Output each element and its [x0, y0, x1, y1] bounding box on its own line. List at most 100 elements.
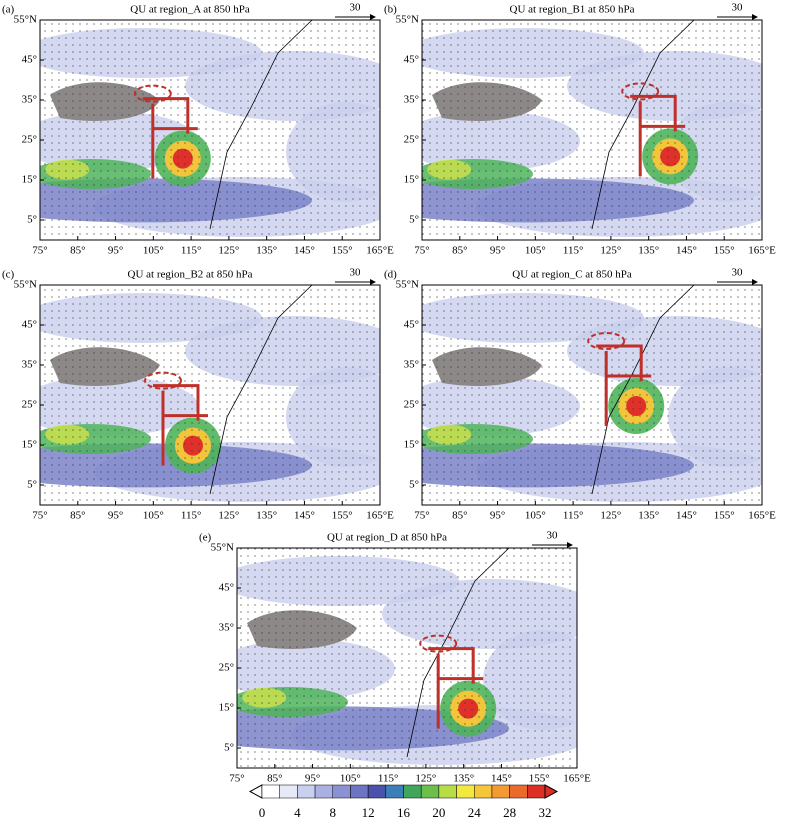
- y-tick-label: 25°: [404, 134, 419, 146]
- colorbar-end: [544, 784, 559, 799]
- map-panel: [237, 548, 577, 768]
- coastline: [591, 285, 695, 495]
- colorbar-cell: [261, 784, 280, 799]
- x-tick-label: 115°: [181, 510, 202, 522]
- y-tick-label: 55°N: [396, 14, 419, 26]
- x-tick-label: 75°: [414, 245, 429, 257]
- map-panel: [40, 285, 380, 505]
- y-tick-label: 15°: [219, 702, 234, 714]
- x-tick-label: 145°: [294, 245, 315, 257]
- x-tick-label: 125°: [600, 245, 621, 257]
- x-tick-label: 135°: [256, 245, 277, 257]
- x-tick-label: 85°: [452, 510, 467, 522]
- x-tick-label: 165°E: [748, 510, 776, 522]
- y-tick-label: 55°N: [14, 279, 37, 291]
- colorbar-cell: [403, 784, 422, 799]
- x-tick-label: 135°: [453, 773, 474, 785]
- x-tick-label: 105°: [525, 510, 546, 522]
- wind-vectors: [40, 285, 380, 505]
- y-tick-label: 25°: [22, 399, 37, 411]
- ref-vector-label: 30: [350, 267, 362, 279]
- colorbar-cell: [350, 784, 369, 799]
- x-tick-label: 145°: [676, 510, 697, 522]
- panel-title: QU at region_A at 850 hPa: [130, 4, 250, 16]
- colorbar-tick-label: 12: [362, 805, 375, 820]
- colorbar-cell: [297, 784, 316, 799]
- map-panel: [40, 20, 380, 240]
- x-tick-label: 85°: [452, 245, 467, 257]
- colorbar-cell: [367, 784, 387, 799]
- x-tick-label: 155°: [332, 245, 353, 257]
- colorbar-cell: [314, 784, 333, 799]
- y-tick-label: 35°: [22, 359, 37, 371]
- y-tick-label: 25°: [404, 399, 419, 411]
- colorbar-cell: [420, 784, 440, 799]
- colorbar-tick-label: 20: [432, 805, 445, 820]
- x-tick-label: 155°: [714, 510, 735, 522]
- ref-vector-label: 30: [732, 267, 744, 279]
- ref-vector-label: 30: [732, 2, 744, 14]
- ref-vector-label: 30: [350, 2, 362, 14]
- panel-label: (e): [199, 532, 212, 544]
- track-shape: [630, 94, 686, 177]
- colorbar-tick-label: 4: [294, 805, 301, 820]
- map-frame: [236, 547, 578, 769]
- y-tick-label: 55°N: [396, 279, 419, 291]
- x-tick-label: 125°: [600, 510, 621, 522]
- track-shape: [142, 97, 198, 179]
- y-tick-label: 45°: [22, 319, 37, 331]
- x-tick-label: 135°: [638, 510, 659, 522]
- y-tick-label: 45°: [219, 582, 234, 594]
- track-dash: [133, 84, 172, 103]
- coastline: [209, 285, 313, 495]
- x-tick-label: 75°: [32, 245, 47, 257]
- y-tick-label: 15°: [404, 439, 419, 451]
- x-tick-label: 165°E: [366, 510, 394, 522]
- x-tick-label: 105°: [143, 510, 164, 522]
- map-panel: [422, 20, 762, 240]
- y-tick-label: 35°: [219, 622, 234, 634]
- y-tick-label: 55°N: [211, 542, 234, 554]
- track-shape: [596, 344, 652, 426]
- x-tick-label: 165°E: [748, 245, 776, 257]
- x-tick-label: 135°: [256, 510, 277, 522]
- panel-title: QU at region_B1 at 850 hPa: [510, 4, 635, 16]
- track-dash: [419, 634, 458, 653]
- y-tick-label: 35°: [22, 94, 37, 106]
- x-tick-label: 95°: [490, 510, 505, 522]
- track-dash: [621, 82, 660, 101]
- colorbar-tick-label: 32: [539, 805, 552, 820]
- x-tick-label: 155°: [714, 245, 735, 257]
- colorbar-cell: [438, 784, 457, 799]
- y-tick-label: 15°: [22, 174, 37, 186]
- y-tick-label: 5°: [409, 214, 419, 226]
- colorbar-cell: [279, 784, 298, 799]
- x-tick-label: 85°: [70, 245, 85, 257]
- colorbar-cell: [509, 784, 528, 799]
- y-tick-label: 55°N: [14, 14, 37, 26]
- y-tick-label: 35°: [404, 94, 419, 106]
- y-tick-label: 5°: [27, 479, 37, 491]
- colorbar-cell: [491, 784, 510, 799]
- wind-vectors: [40, 20, 380, 240]
- y-tick-label: 35°: [404, 359, 419, 371]
- ref-vector-label: 30: [547, 530, 559, 542]
- panel-title: QU at region_D at 850 hPa: [327, 532, 447, 544]
- y-tick-label: 5°: [224, 742, 234, 754]
- x-tick-label: 125°: [218, 510, 239, 522]
- panel-label: (c): [2, 269, 15, 281]
- panel-label: (b): [384, 4, 397, 16]
- colorbar-cell: [456, 784, 475, 799]
- x-tick-label: 135°: [638, 245, 659, 257]
- y-tick-label: 15°: [22, 439, 37, 451]
- y-tick-label: 5°: [27, 214, 37, 226]
- track-dash: [587, 332, 626, 350]
- y-tick-label: 45°: [404, 319, 419, 331]
- x-tick-label: 105°: [340, 773, 361, 785]
- x-tick-label: 85°: [70, 510, 85, 522]
- colorbar-tick-label: 0: [259, 805, 266, 820]
- track-shape: [153, 384, 208, 466]
- y-tick-label: 25°: [22, 134, 37, 146]
- colorbar-cell: [332, 784, 351, 799]
